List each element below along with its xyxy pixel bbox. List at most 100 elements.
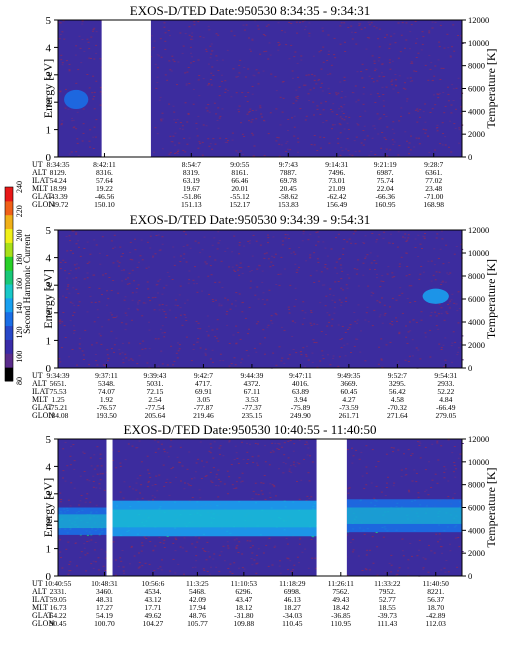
noise-speck xyxy=(97,316,100,318)
noise-speck xyxy=(135,291,138,293)
noise-speck xyxy=(254,442,257,444)
noise-speck xyxy=(454,341,457,343)
noise-speck xyxy=(365,466,368,468)
noise-speck xyxy=(452,331,455,333)
noise-speck xyxy=(235,92,238,94)
noise-speck xyxy=(278,468,280,470)
noise-speck xyxy=(217,107,220,109)
noise-speck xyxy=(266,299,269,301)
noise-speck xyxy=(185,336,188,338)
noise-speck xyxy=(148,348,151,350)
table-cell: -70.32 xyxy=(388,403,408,412)
noise-speck xyxy=(238,105,241,107)
table-cell: 4016. xyxy=(292,379,309,388)
noise-speck xyxy=(79,557,82,559)
noise-speck xyxy=(401,312,404,314)
noise-speck xyxy=(161,293,164,295)
noise-speck xyxy=(347,492,350,494)
noise-speck xyxy=(371,55,374,57)
table-cell: 8:34:35 xyxy=(47,160,70,169)
noise-speck xyxy=(427,571,430,573)
noise-speck xyxy=(353,268,356,270)
table-cell: -77.37 xyxy=(242,403,262,412)
noise-speck xyxy=(78,35,81,37)
noise-speck xyxy=(310,324,313,326)
noise-speck xyxy=(86,479,89,481)
noise-speck xyxy=(90,465,93,467)
noise-speck xyxy=(419,358,422,360)
row-label-glat: GLAT xyxy=(32,403,53,412)
noise-speck xyxy=(303,317,306,319)
table-cell: 63.89 xyxy=(292,387,309,396)
noise-speck xyxy=(127,443,130,445)
noise-speck xyxy=(207,334,210,336)
noise-speck xyxy=(288,354,291,356)
table-cell: 43.47 xyxy=(235,595,252,604)
noise-speck xyxy=(139,475,142,477)
noise-speck xyxy=(395,299,398,301)
noise-speck xyxy=(351,462,354,464)
noise-speck xyxy=(158,250,161,252)
noise-speck xyxy=(436,442,439,444)
noise-speck xyxy=(131,359,134,361)
colorbar-tick-label: 80 xyxy=(15,377,24,385)
noise-speck xyxy=(197,21,200,23)
noise-speck xyxy=(163,539,166,541)
noise-speck xyxy=(114,317,117,318)
noise-speck xyxy=(185,261,188,263)
noise-speck xyxy=(303,84,306,86)
noise-speck xyxy=(68,292,71,294)
noise-speck xyxy=(93,96,96,97)
noise-speck xyxy=(147,480,150,482)
noise-speck xyxy=(296,269,299,271)
noise-speck xyxy=(169,69,172,71)
noise-speck xyxy=(69,464,72,466)
noise-speck xyxy=(321,27,324,29)
noise-speck xyxy=(161,112,164,114)
noise-speck xyxy=(121,253,124,254)
noise-speck xyxy=(457,457,460,459)
noise-speck xyxy=(362,86,365,88)
noise-speck xyxy=(188,26,191,28)
noise-speck xyxy=(377,38,379,40)
noise-speck xyxy=(447,273,450,275)
noise-speck xyxy=(199,328,202,330)
noise-speck xyxy=(187,113,190,114)
noise-speck xyxy=(65,236,68,237)
noise-speck xyxy=(305,115,308,117)
noise-speck xyxy=(96,309,99,311)
noise-speck xyxy=(422,111,425,113)
noise-speck xyxy=(369,252,372,254)
noise-speck xyxy=(230,363,233,365)
noise-speck xyxy=(281,446,283,448)
noise-speck xyxy=(308,22,311,24)
noise-speck xyxy=(240,267,243,269)
y-tick-label: 0 xyxy=(46,363,52,375)
noise-speck xyxy=(284,31,287,33)
table-cell: 7887. xyxy=(280,168,297,177)
noise-speck xyxy=(261,116,263,118)
noise-speck xyxy=(325,120,328,122)
noise-speck xyxy=(367,321,370,323)
noise-speck xyxy=(281,30,283,32)
noise-speck xyxy=(224,297,227,299)
noise-speck xyxy=(212,74,215,76)
noise-speck xyxy=(255,554,258,556)
colorbar-segment xyxy=(5,353,13,368)
noise-speck xyxy=(259,343,262,345)
noise-speck xyxy=(256,286,259,288)
noise-speck xyxy=(392,242,394,244)
noise-speck xyxy=(246,451,249,453)
noise-speck xyxy=(78,246,80,248)
noise-speck xyxy=(451,46,453,48)
noise-speck xyxy=(374,269,376,270)
noise-speck xyxy=(401,550,404,552)
noise-speck xyxy=(401,292,404,294)
noise-speck xyxy=(388,47,391,49)
noise-speck xyxy=(190,478,193,480)
noise-speck xyxy=(340,278,343,280)
noise-speck xyxy=(232,488,235,490)
noise-speck xyxy=(321,284,324,286)
noise-speck xyxy=(239,262,242,264)
noise-speck xyxy=(408,274,411,276)
